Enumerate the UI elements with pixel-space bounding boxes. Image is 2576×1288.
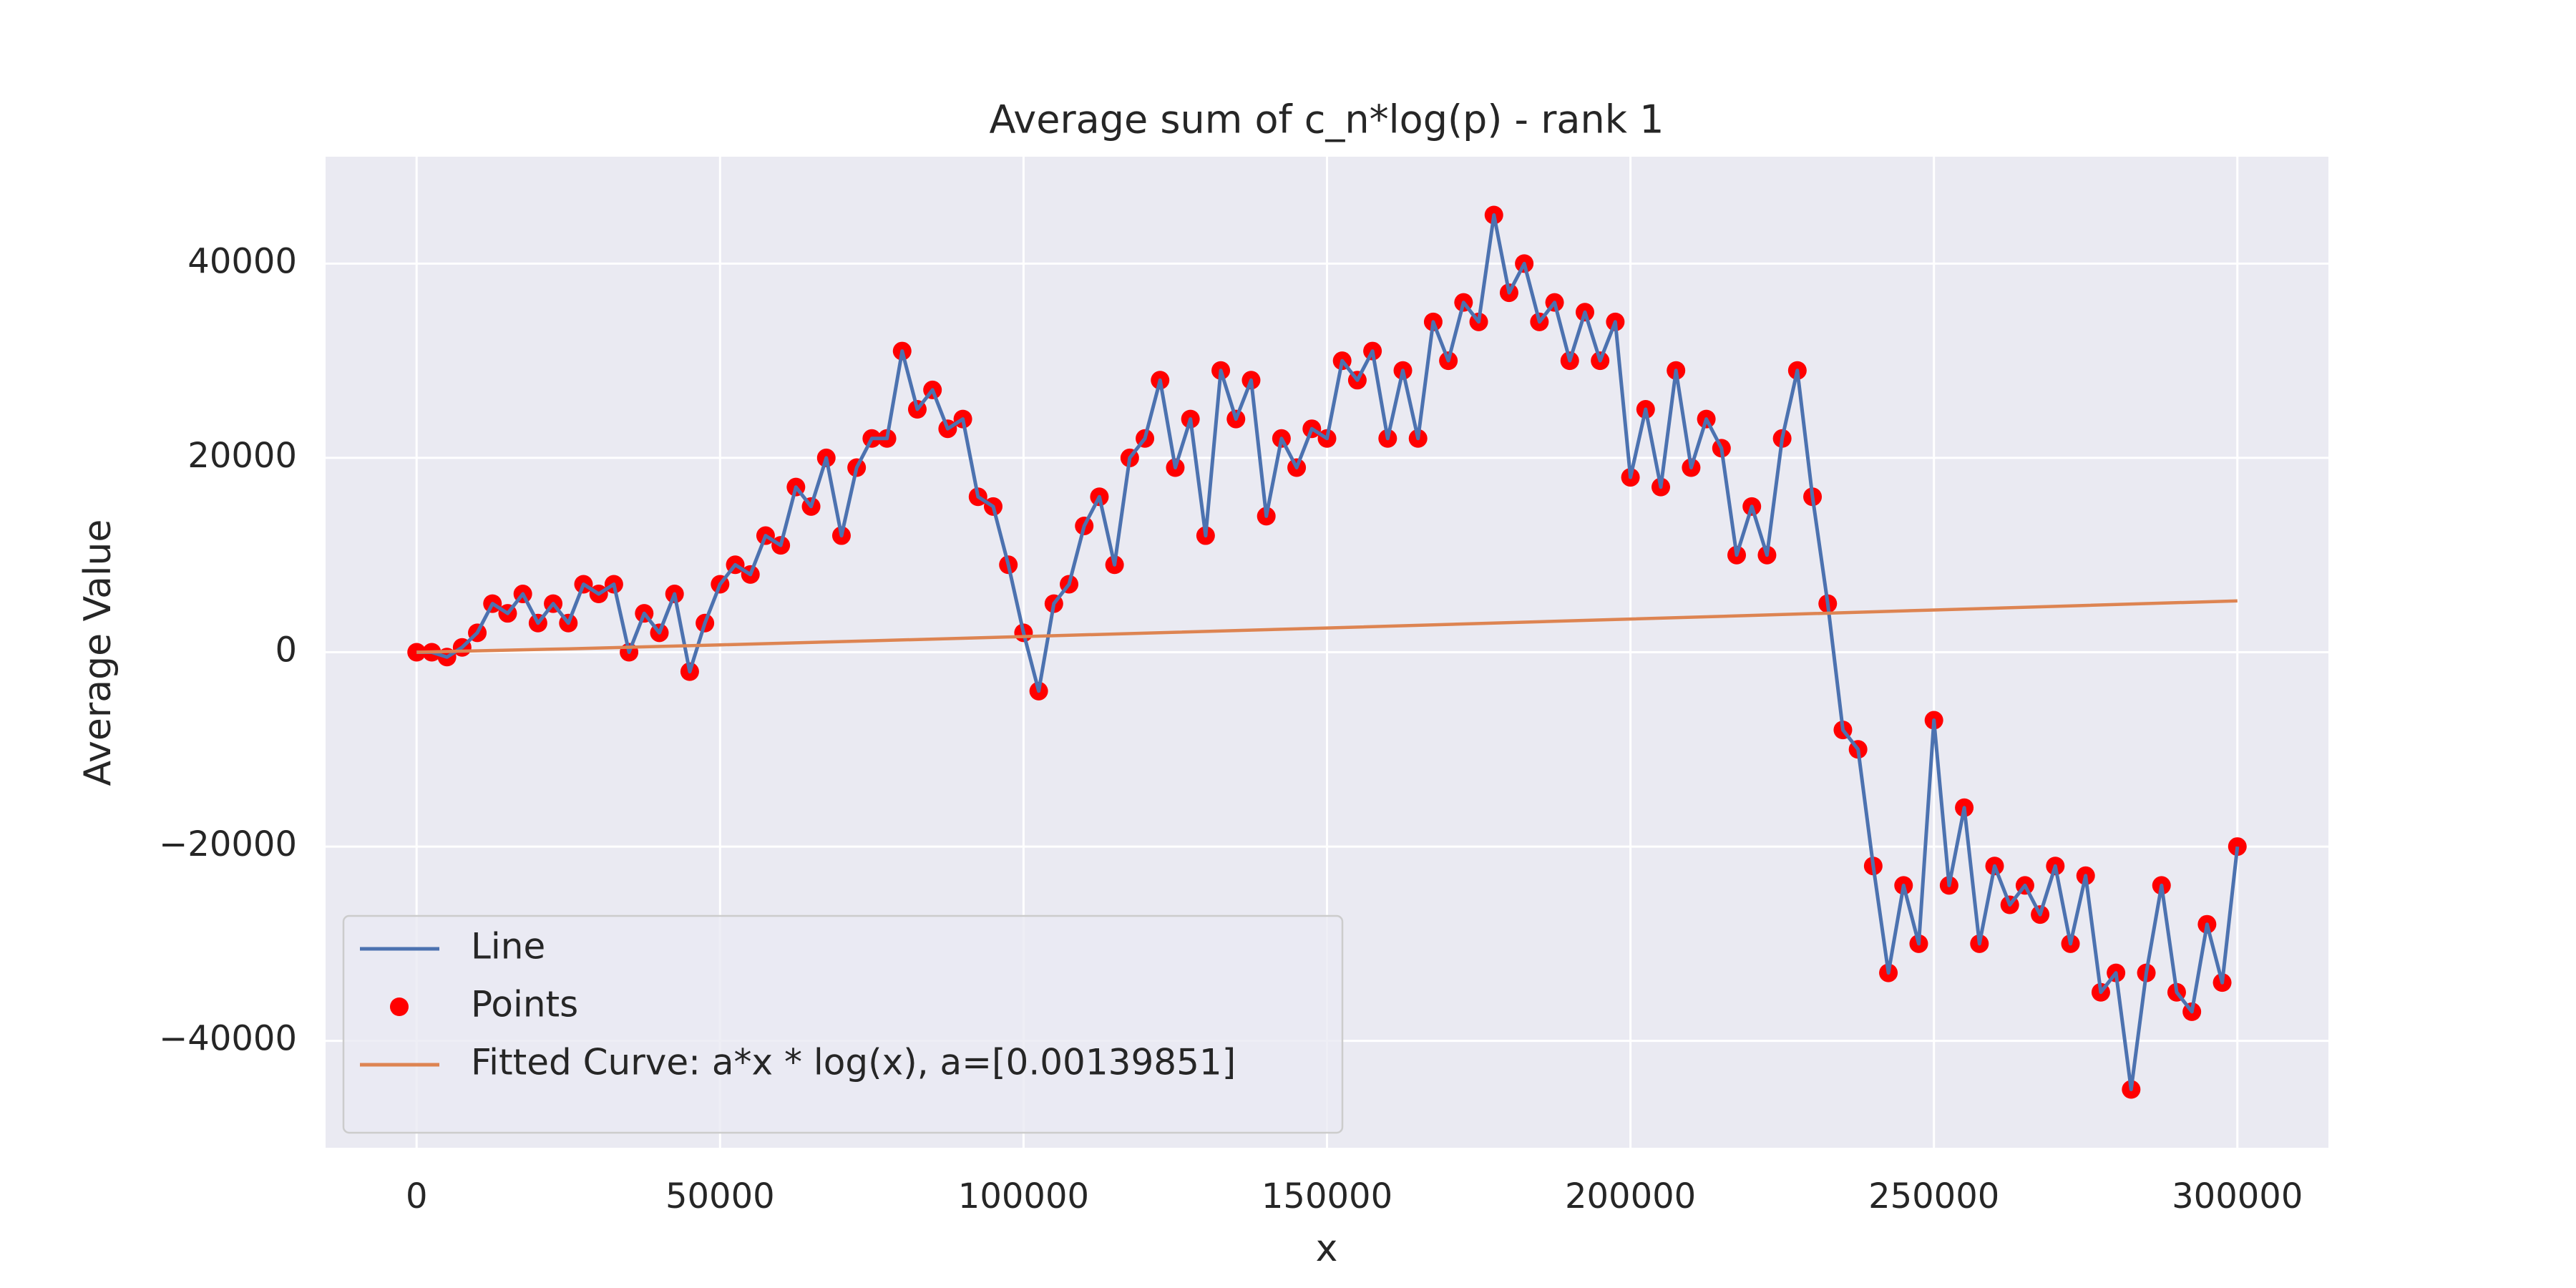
legend-label: Points [471, 984, 578, 1025]
chart-title: Average sum of c_n*log(p) - rank 1 [989, 97, 1664, 142]
x-tick-label: 100000 [958, 1176, 1089, 1216]
point [2228, 837, 2247, 857]
x-tick-label: 200000 [1565, 1176, 1696, 1216]
legend-marker [390, 997, 409, 1016]
x-axis-label: x [1316, 1227, 1338, 1270]
y-tick-label: 0 [275, 630, 297, 670]
legend: Line Points Fitted Curve: a*x * log(x), a=… [342, 914, 1344, 1134]
legend-box [342, 914, 1344, 1134]
marks [407, 205, 2247, 1099]
legend-label: Fitted Curve: a*x * log(x), a=[0.0013985… [471, 1042, 1236, 1083]
grid: 0 50000 100000 150000 200000 250000 300000−400… [159, 157, 2328, 1216]
line [416, 599, 2238, 654]
y-tick-label: 40000 [187, 241, 297, 281]
y-tick-label: 20000 [187, 436, 297, 476]
x-tick-label: 300000 [2172, 1176, 2303, 1216]
x-tick-label: 50000 [665, 1176, 775, 1216]
legend-label: Line [471, 926, 545, 967]
x-tick-label: 250000 [1868, 1176, 1999, 1216]
y-tick-label: −40000 [159, 1019, 297, 1059]
y-axis-label: Average Value [77, 519, 119, 786]
x-tick-label: 0 [406, 1176, 428, 1216]
line [416, 213, 2240, 1091]
x-tick-label: 150000 [1262, 1176, 1392, 1216]
y-tick-label: −20000 [159, 824, 297, 864]
